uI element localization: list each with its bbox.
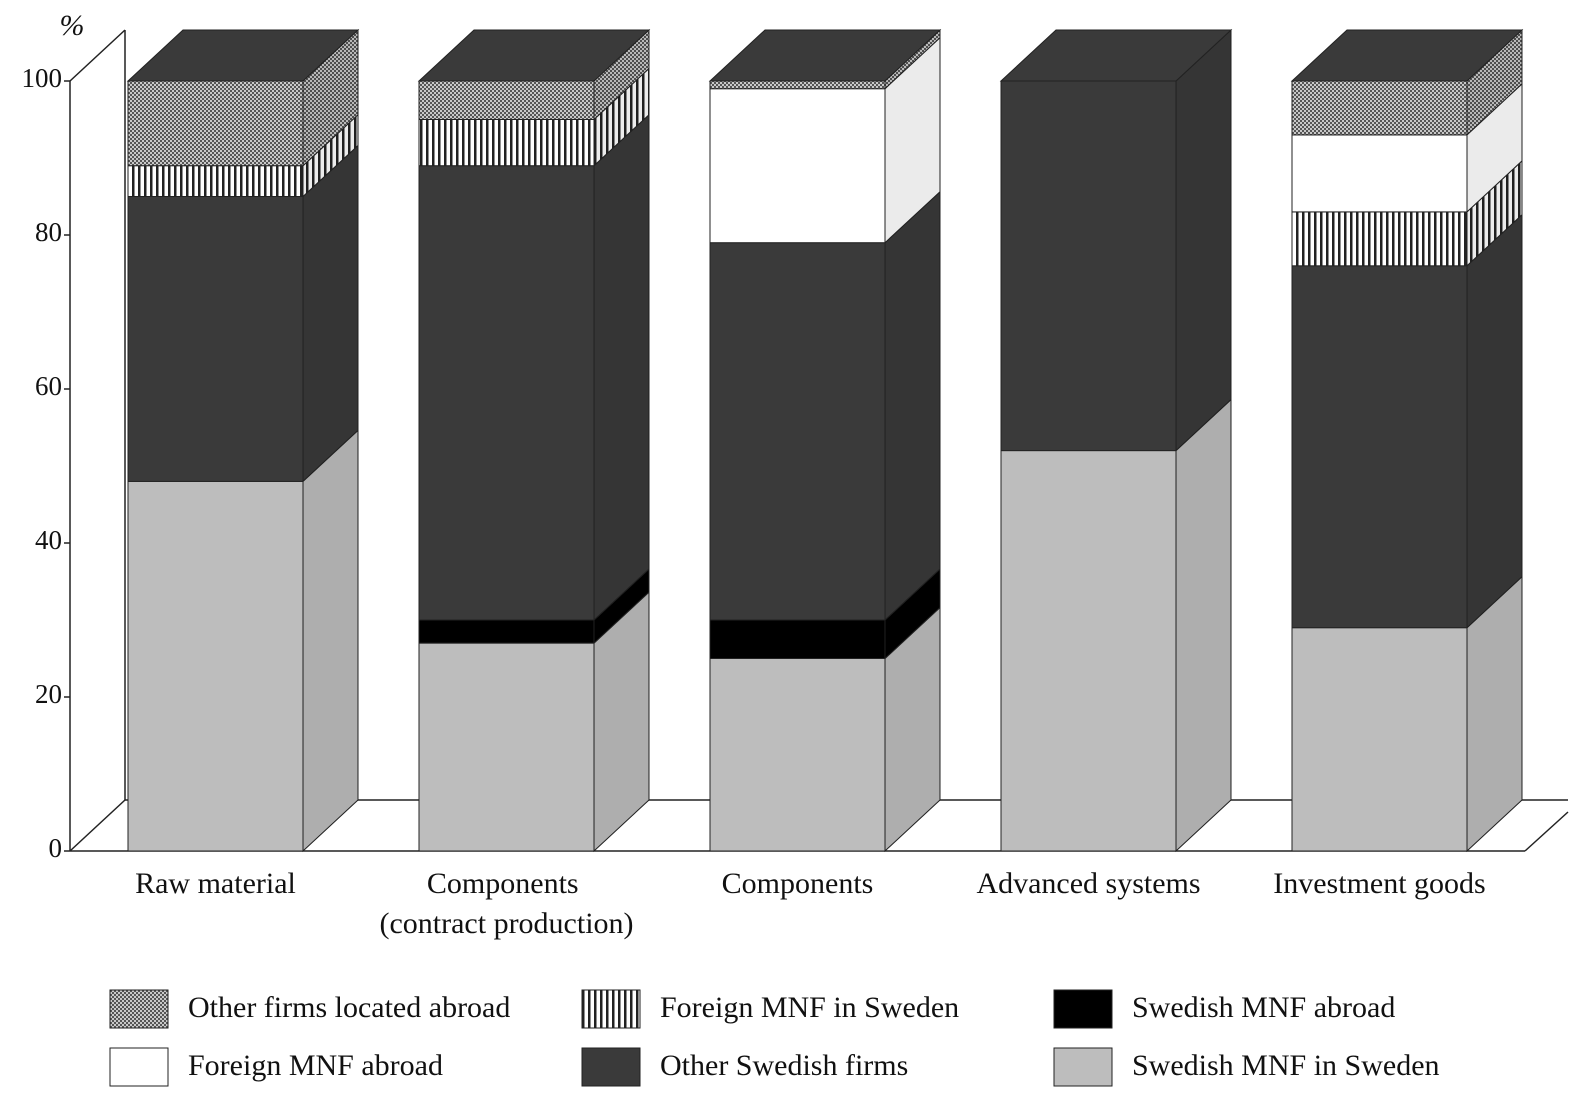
y-tick-label: 80	[35, 217, 62, 247]
side-shade	[885, 30, 940, 89]
legend-swatch	[109, 1047, 169, 1087]
bar-segment	[709, 658, 886, 852]
side-shade	[1467, 214, 1522, 628]
side-shade	[1467, 576, 1522, 851]
side-shade	[594, 30, 649, 120]
x-tick-label: Investment goods	[1273, 867, 1485, 900]
y-tick-label: 40	[35, 525, 62, 555]
bar-top	[999, 29, 1233, 82]
y-axis-label: %	[60, 9, 85, 42]
bar-segment	[127, 165, 304, 197]
bar-segment	[1000, 80, 1177, 452]
side-shade	[885, 191, 940, 620]
bar-segment	[1000, 450, 1177, 852]
bar-segment	[418, 119, 595, 167]
bar-segment	[1291, 211, 1468, 267]
bar-segment	[1291, 627, 1468, 852]
bar-segment	[1291, 134, 1468, 213]
x-tick-label: Raw material	[135, 867, 296, 900]
legend-swatch	[581, 989, 641, 1029]
legend-label: Other Swedish firms	[660, 1049, 908, 1082]
y-tick-label: 100	[22, 63, 63, 93]
bar-segment	[1291, 80, 1468, 136]
side-shade	[303, 30, 358, 166]
side-shade	[1176, 30, 1231, 451]
side-shade	[885, 607, 940, 851]
bar-segment	[418, 619, 595, 644]
y-tick-label: 20	[35, 679, 62, 709]
side-shade	[303, 145, 358, 482]
bar-segment	[709, 242, 886, 621]
side-shade	[303, 430, 358, 851]
legend-swatch	[1053, 1047, 1113, 1087]
x-tick-label: Components	[722, 867, 874, 900]
side-shade	[1467, 30, 1522, 135]
bar-segment	[418, 80, 595, 120]
legend-label: Foreign MNF in Sweden	[660, 991, 959, 1024]
bar-segment	[127, 196, 304, 482]
legend-label: Foreign MNF abroad	[188, 1049, 443, 1082]
bar-segment	[1291, 265, 1468, 629]
bar-segment	[709, 88, 886, 244]
side-shade	[594, 592, 649, 851]
bar-top	[126, 29, 360, 82]
x-tick-label: Components (contract production)	[379, 867, 633, 940]
bar-segment	[418, 165, 595, 621]
bar-segment	[709, 619, 886, 659]
bar-segment	[418, 642, 595, 852]
bar-top	[1290, 29, 1524, 82]
legend-label: Swedish MNF abroad	[1132, 991, 1395, 1024]
x-tick-label: Advanced systems	[976, 867, 1200, 900]
legend-label: Swedish MNF in Sweden	[1132, 1049, 1440, 1082]
x-tick-line: (contract production)	[379, 907, 633, 940]
side-shade	[1176, 399, 1231, 851]
side-shade	[594, 114, 649, 620]
side-shade	[594, 569, 649, 644]
legend-swatch	[1053, 989, 1113, 1029]
bar-segment	[709, 80, 886, 90]
bar-top	[417, 29, 651, 82]
legend-label: Other firms located abroad	[188, 991, 510, 1024]
bar-segment	[127, 80, 304, 167]
y-tick-label: 0	[49, 833, 63, 863]
bar-top	[708, 29, 942, 82]
side-shade	[885, 569, 940, 659]
x-tick-line: Components	[427, 867, 586, 900]
bar-segment	[127, 480, 304, 852]
y-tick-label: 60	[35, 371, 62, 401]
side-shade	[303, 114, 358, 197]
side-shade	[1467, 83, 1522, 212]
legend-swatch	[581, 1047, 641, 1087]
side-shade	[885, 37, 940, 243]
legend-swatch	[109, 989, 169, 1029]
side-shade	[1467, 160, 1522, 266]
side-shade	[594, 68, 649, 166]
